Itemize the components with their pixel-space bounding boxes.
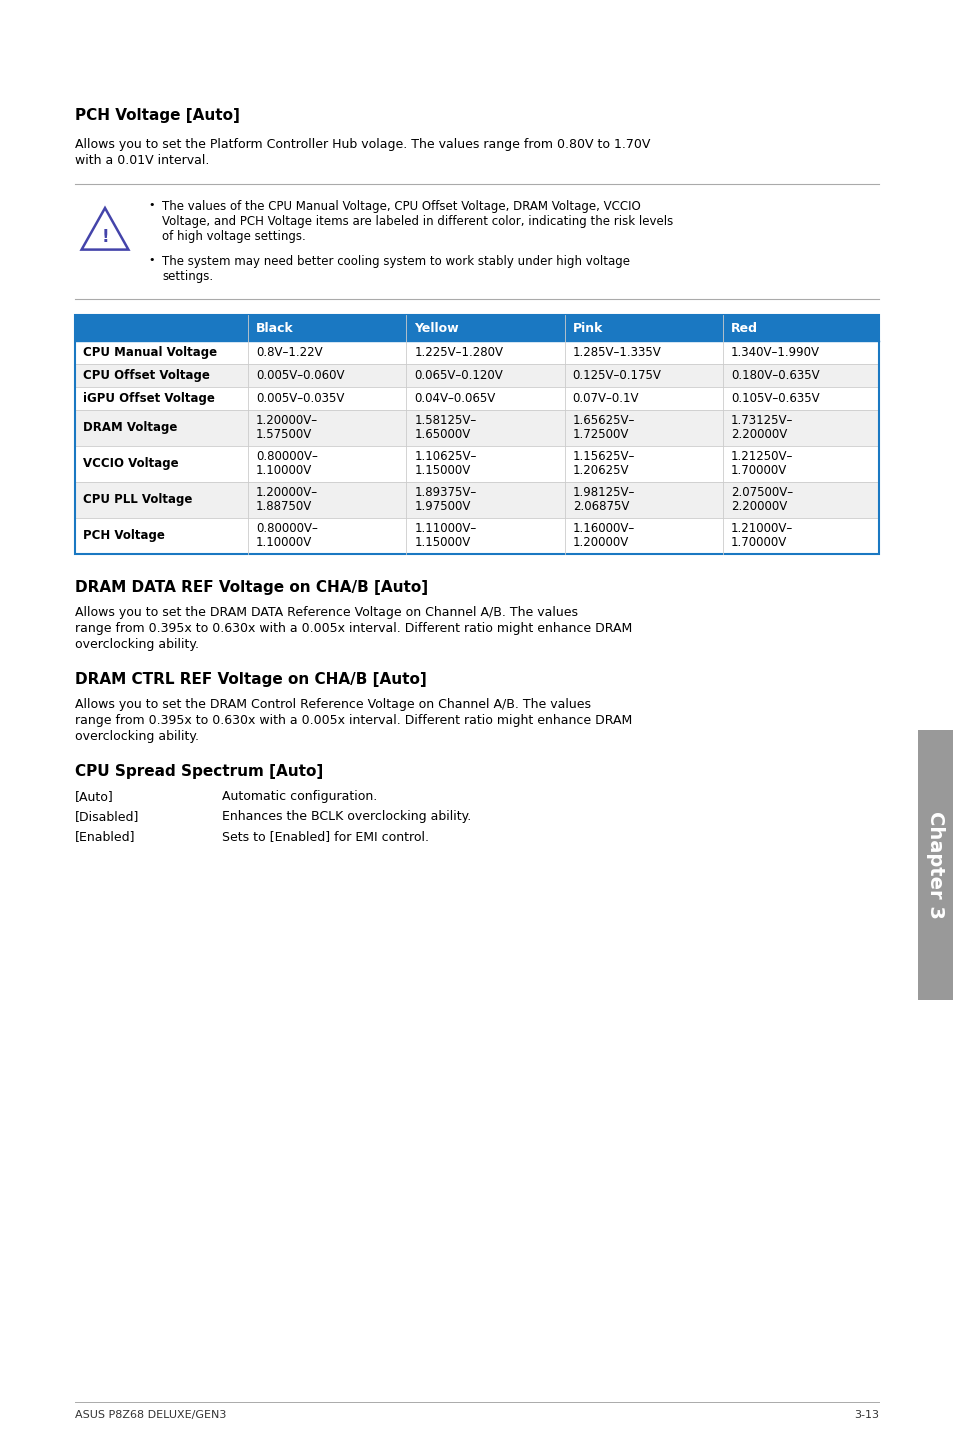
Text: range from 0.395x to 0.630x with a 0.005x interval. Different ratio might enhanc: range from 0.395x to 0.630x with a 0.005…	[75, 623, 632, 636]
Text: 0.80000V–: 0.80000V–	[255, 450, 317, 463]
Text: 0.80000V–: 0.80000V–	[255, 522, 317, 535]
Text: [Enabled]: [Enabled]	[75, 830, 135, 843]
Text: CPU Spread Spectrum [Auto]: CPU Spread Spectrum [Auto]	[75, 764, 323, 779]
Text: 1.20000V: 1.20000V	[572, 536, 628, 549]
Text: 0.04V–0.065V: 0.04V–0.065V	[414, 393, 495, 406]
Text: Yellow: Yellow	[414, 322, 458, 335]
Text: 0.005V–0.035V: 0.005V–0.035V	[255, 393, 344, 406]
Bar	[75, 387, 878, 410]
Text: ASUS P8Z68 DELUXE/GEN3: ASUS P8Z68 DELUXE/GEN3	[75, 1411, 226, 1419]
Text: 0.125V–0.175V: 0.125V–0.175V	[572, 370, 660, 383]
Text: overclocking ability.: overclocking ability.	[75, 638, 199, 651]
Text: 0.07V–0.1V: 0.07V–0.1V	[572, 393, 639, 406]
Text: Sets to [Enabled] for EMI control.: Sets to [Enabled] for EMI control.	[222, 830, 429, 843]
Text: 1.16000V–: 1.16000V–	[572, 522, 634, 535]
Text: 1.58125V–: 1.58125V–	[414, 414, 476, 427]
Bar	[75, 341, 878, 364]
Text: 1.15000V: 1.15000V	[414, 464, 470, 477]
Text: 1.10000V: 1.10000V	[255, 464, 312, 477]
Text: with a 0.01V interval.: with a 0.01V interval.	[75, 154, 209, 167]
Text: 1.15625V–: 1.15625V–	[572, 450, 635, 463]
Text: 1.57500V: 1.57500V	[255, 429, 312, 441]
Text: 0.180V–0.635V: 0.180V–0.635V	[730, 370, 819, 383]
Text: 1.21000V–: 1.21000V–	[730, 522, 793, 535]
Text: Voltage, and PCH Voltage items are labeled in different color, indicating the ri: Voltage, and PCH Voltage items are label…	[162, 216, 673, 229]
Text: 1.70000V: 1.70000V	[730, 536, 786, 549]
Text: CPU Manual Voltage: CPU Manual Voltage	[83, 347, 217, 360]
Text: 3-13: 3-13	[853, 1411, 878, 1419]
Text: VCCIO Voltage: VCCIO Voltage	[83, 457, 178, 470]
Text: 0.005V–0.060V: 0.005V–0.060V	[255, 370, 344, 383]
Text: PCH Voltage: PCH Voltage	[83, 529, 165, 542]
Text: Allows you to set the DRAM Control Reference Voltage on Channel A/B. The values: Allows you to set the DRAM Control Refer…	[75, 697, 590, 710]
Text: 1.15000V: 1.15000V	[414, 536, 470, 549]
Text: Red: Red	[730, 322, 758, 335]
Text: •: •	[148, 255, 154, 265]
Text: CPU PLL Voltage: CPU PLL Voltage	[83, 493, 193, 506]
Text: !: !	[101, 227, 109, 246]
Text: 1.73125V–: 1.73125V–	[730, 414, 793, 427]
Text: 0.105V–0.635V: 0.105V–0.635V	[730, 393, 819, 406]
Text: Chapter 3: Chapter 3	[925, 811, 944, 919]
Text: CPU Offset Voltage: CPU Offset Voltage	[83, 370, 210, 383]
Text: [Auto]: [Auto]	[75, 789, 113, 802]
Text: 1.65000V: 1.65000V	[414, 429, 470, 441]
Text: 0.8V–1.22V: 0.8V–1.22V	[255, 347, 322, 360]
Text: 2.06875V: 2.06875V	[572, 500, 628, 513]
Text: [Disabled]: [Disabled]	[75, 810, 139, 823]
Text: 1.340V–1.990V: 1.340V–1.990V	[730, 347, 820, 360]
Text: 1.72500V: 1.72500V	[572, 429, 628, 441]
Text: of high voltage settings.: of high voltage settings.	[162, 230, 305, 243]
Text: 2.20000V: 2.20000V	[730, 500, 786, 513]
Bar	[917, 731, 953, 999]
Bar	[75, 315, 878, 341]
Text: 0.065V–0.120V: 0.065V–0.120V	[414, 370, 502, 383]
Text: Enhances the BCLK overclocking ability.: Enhances the BCLK overclocking ability.	[222, 810, 471, 823]
Text: Black: Black	[255, 322, 294, 335]
Text: The system may need better cooling system to work stably under high voltage: The system may need better cooling syste…	[162, 255, 629, 267]
Text: 1.21250V–: 1.21250V–	[730, 450, 793, 463]
Text: 1.20625V: 1.20625V	[572, 464, 628, 477]
Text: settings.: settings.	[162, 270, 213, 283]
Bar	[75, 482, 878, 518]
Text: 1.88750V: 1.88750V	[255, 500, 312, 513]
Text: 1.20000V–: 1.20000V–	[255, 486, 317, 499]
Bar	[75, 364, 878, 387]
Text: 1.10625V–: 1.10625V–	[414, 450, 476, 463]
Text: 1.10000V: 1.10000V	[255, 536, 312, 549]
Text: DRAM CTRL REF Voltage on CHA/B [Auto]: DRAM CTRL REF Voltage on CHA/B [Auto]	[75, 672, 426, 687]
Bar	[75, 446, 878, 482]
Text: 1.20000V–: 1.20000V–	[255, 414, 317, 427]
Text: 1.11000V–: 1.11000V–	[414, 522, 476, 535]
Text: 2.07500V–: 2.07500V–	[730, 486, 792, 499]
Text: range from 0.395x to 0.630x with a 0.005x interval. Different ratio might enhanc: range from 0.395x to 0.630x with a 0.005…	[75, 715, 632, 728]
Text: •: •	[148, 200, 154, 210]
Text: The values of the CPU Manual Voltage, CPU Offset Voltage, DRAM Voltage, VCCIO: The values of the CPU Manual Voltage, CP…	[162, 200, 640, 213]
Text: 1.225V–1.280V: 1.225V–1.280V	[414, 347, 503, 360]
Text: 1.285V–1.335V: 1.285V–1.335V	[572, 347, 660, 360]
Bar	[75, 518, 878, 554]
Text: Automatic configuration.: Automatic configuration.	[222, 789, 376, 802]
Text: 1.70000V: 1.70000V	[730, 464, 786, 477]
Text: 1.89375V–: 1.89375V–	[414, 486, 476, 499]
Text: Allows you to set the DRAM DATA Reference Voltage on Channel A/B. The values: Allows you to set the DRAM DATA Referenc…	[75, 605, 578, 618]
Text: 1.65625V–: 1.65625V–	[572, 414, 635, 427]
Text: iGPU Offset Voltage: iGPU Offset Voltage	[83, 393, 214, 406]
Text: 1.97500V: 1.97500V	[414, 500, 470, 513]
Text: DRAM Voltage: DRAM Voltage	[83, 421, 177, 434]
Bar	[75, 315, 878, 554]
Text: DRAM DATA REF Voltage on CHA/B [Auto]: DRAM DATA REF Voltage on CHA/B [Auto]	[75, 580, 428, 595]
Text: overclocking ability.: overclocking ability.	[75, 731, 199, 743]
Text: Allows you to set the Platform Controller Hub volage. The values range from 0.80: Allows you to set the Platform Controlle…	[75, 138, 650, 151]
Bar	[75, 410, 878, 446]
Text: 2.20000V: 2.20000V	[730, 429, 786, 441]
Text: Pink: Pink	[572, 322, 602, 335]
Text: PCH Voltage [Auto]: PCH Voltage [Auto]	[75, 108, 239, 124]
Text: 1.98125V–: 1.98125V–	[572, 486, 635, 499]
